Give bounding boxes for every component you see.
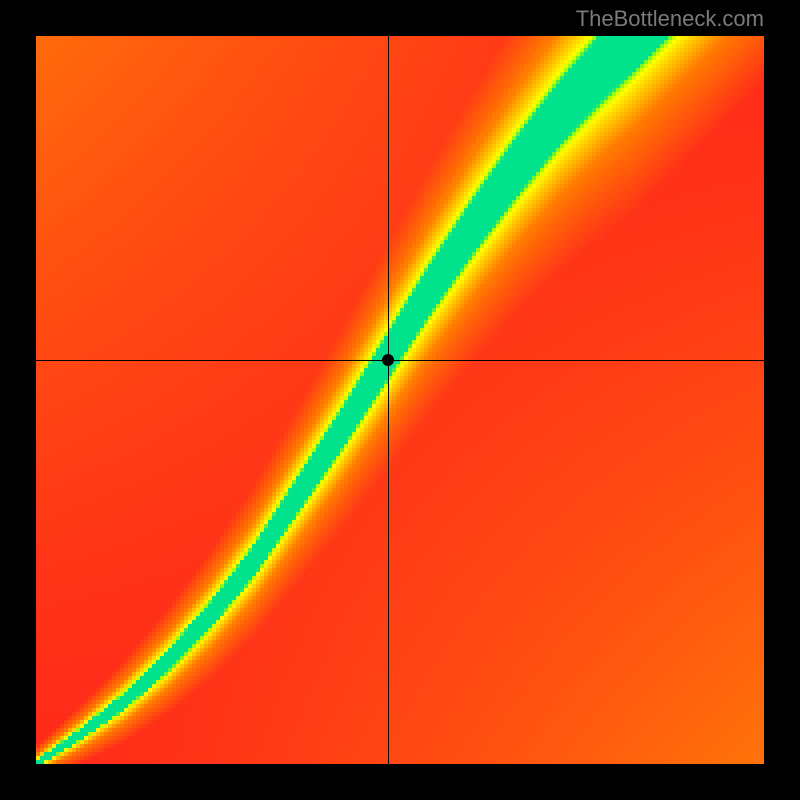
crosshair-horizontal: [36, 360, 764, 361]
heatmap-canvas: [36, 36, 764, 764]
crosshair-vertical: [388, 36, 389, 764]
selection-marker: [382, 354, 394, 366]
bottleneck-heatmap: [36, 36, 764, 764]
watermark-text: TheBottleneck.com: [576, 6, 764, 32]
